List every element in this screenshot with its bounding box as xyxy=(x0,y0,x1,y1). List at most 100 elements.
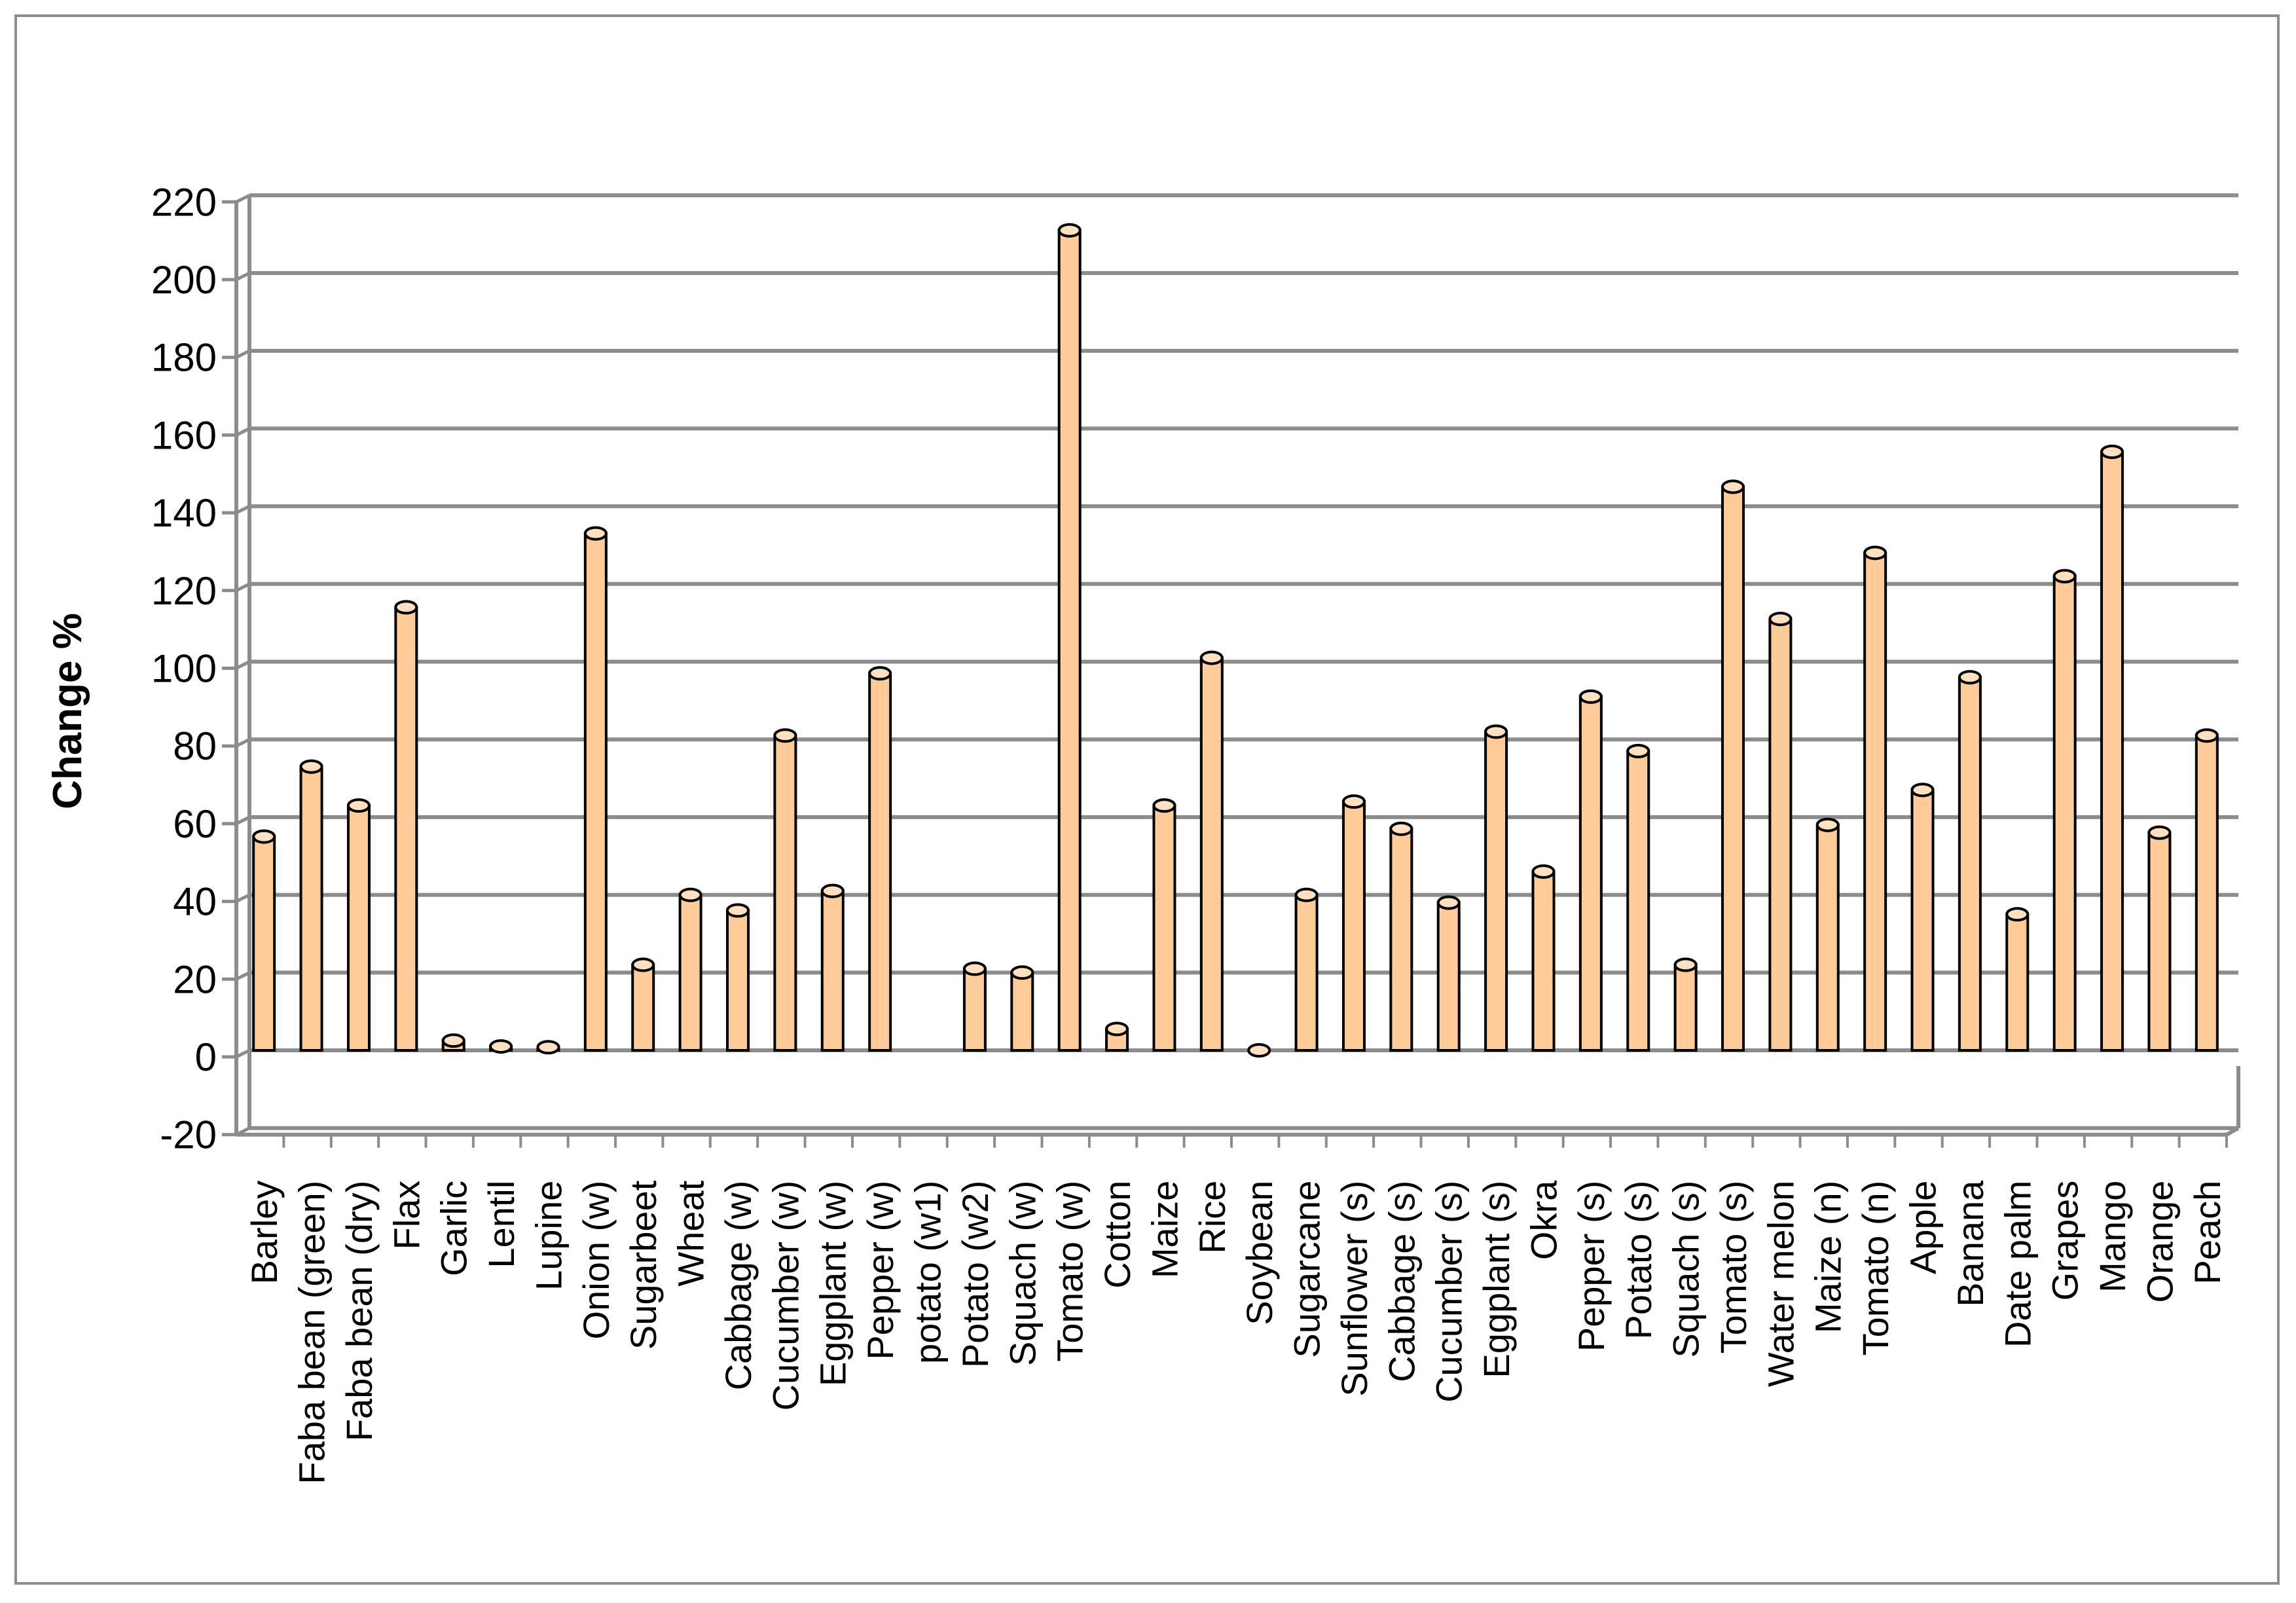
bar xyxy=(1294,887,1319,1052)
x-category-label: Tomato (s) xyxy=(1713,1181,1754,1354)
x-category-label: Wheat xyxy=(670,1180,712,1286)
bar xyxy=(1863,545,1887,1052)
x-category-label: Sugarbeet xyxy=(623,1180,664,1350)
bar-top xyxy=(2195,728,2219,743)
x-category-label: Date palm xyxy=(1997,1181,2038,1348)
bar xyxy=(1721,479,1745,1052)
bar-top xyxy=(346,798,371,813)
bar-top xyxy=(631,957,655,972)
y-axis-title: Change % xyxy=(45,613,90,809)
bar-top xyxy=(1247,1043,1271,1058)
gridline-depth xyxy=(235,504,251,515)
bar-top xyxy=(1578,689,1603,704)
x-category-label: Squach (w) xyxy=(1002,1181,1043,1366)
bar-top xyxy=(1152,798,1176,813)
bar-body xyxy=(820,889,845,1052)
gridline-depth xyxy=(235,427,251,437)
bar xyxy=(773,728,797,1052)
bar-body xyxy=(252,835,276,1052)
bar xyxy=(1010,965,1034,1052)
bar-top xyxy=(1389,821,1413,836)
bar-body xyxy=(1673,963,1698,1052)
y-tick-label: 180 xyxy=(151,336,217,380)
gridline-depth xyxy=(235,1126,251,1136)
x-category-label: Apple xyxy=(1903,1181,1944,1274)
bar-top xyxy=(1531,864,1556,879)
x-category-label: Water melon xyxy=(1760,1181,1801,1387)
y-tick-label: 220 xyxy=(151,180,217,224)
bar-top xyxy=(1958,670,1982,685)
bar-body xyxy=(2052,574,2077,1052)
bar xyxy=(1057,223,1082,1052)
bar xyxy=(1673,957,1698,1052)
gridline-depth xyxy=(235,349,251,359)
bar-top xyxy=(1815,817,1840,832)
y-tick-label: -20 xyxy=(160,1113,217,1157)
bar-body xyxy=(346,804,371,1052)
bar-top xyxy=(1484,724,1508,739)
bar xyxy=(726,903,750,1052)
x-category-label: potato (w1) xyxy=(907,1181,949,1364)
bar xyxy=(2100,445,2124,1052)
bar-body xyxy=(1721,485,1745,1052)
bar xyxy=(678,887,702,1052)
x-category-label: Pepper (w) xyxy=(860,1181,901,1360)
bar xyxy=(820,883,845,1052)
bar-top xyxy=(1910,783,1935,798)
bar-body xyxy=(1863,551,1887,1052)
bar xyxy=(2005,907,2030,1052)
bar-top xyxy=(773,728,797,743)
bar xyxy=(1626,744,1650,1052)
y-tick-label: 20 xyxy=(173,957,217,1001)
x-category-label: Okra xyxy=(1523,1180,1564,1260)
bar-top xyxy=(1199,650,1224,665)
y-tick-label: 120 xyxy=(151,569,217,613)
bar-top xyxy=(441,1033,465,1048)
x-category-label: Grapes xyxy=(2045,1181,2086,1301)
bar-body xyxy=(1626,750,1650,1052)
bar xyxy=(1105,1022,1129,1052)
bar-top xyxy=(394,600,418,615)
bar xyxy=(1199,650,1224,1052)
y-tick-label: 160 xyxy=(151,413,217,457)
bar-body xyxy=(1294,893,1319,1052)
bar xyxy=(2147,825,2172,1052)
bar xyxy=(346,798,371,1052)
bar xyxy=(1152,798,1176,1052)
bar-body xyxy=(2195,734,2219,1052)
bar-top xyxy=(2147,825,2172,840)
bar-top xyxy=(1010,965,1034,980)
bar-top xyxy=(1294,887,1319,902)
bar-body xyxy=(1958,676,1982,1052)
bar-top xyxy=(489,1039,513,1054)
gridline-depth xyxy=(235,1048,251,1059)
bar xyxy=(1578,689,1603,1052)
bar-body xyxy=(1578,695,1603,1052)
bar-top xyxy=(536,1040,560,1055)
bar-body xyxy=(868,672,892,1052)
bar-body xyxy=(1436,901,1461,1052)
y-tick-label: 0 xyxy=(195,1035,217,1079)
x-category-label: Tomato (w) xyxy=(1049,1181,1091,1362)
bar-top xyxy=(1721,479,1745,494)
x-category-label: Garlic xyxy=(433,1181,475,1276)
x-category-label: Flax xyxy=(386,1181,427,1250)
bar xyxy=(1389,821,1413,1052)
bar-body xyxy=(1389,827,1413,1052)
bar-body xyxy=(1768,617,1793,1052)
gridlines xyxy=(222,193,2238,1148)
bar-body xyxy=(726,909,750,1052)
x-category-label: Orange xyxy=(2139,1181,2180,1303)
bar xyxy=(631,957,655,1052)
x-category-label: Cabbage (s) xyxy=(1381,1181,1422,1382)
x-category-label: Maize (n) xyxy=(1808,1181,1849,1333)
bar-top xyxy=(820,883,845,898)
bar xyxy=(2195,728,2219,1052)
bar-body xyxy=(1910,788,1935,1052)
bar-body xyxy=(583,532,608,1052)
bar xyxy=(536,1040,560,1055)
bar-body xyxy=(299,765,323,1052)
bar-top xyxy=(1626,744,1650,759)
bar-body xyxy=(1152,804,1176,1052)
gridline-depth xyxy=(235,194,251,204)
